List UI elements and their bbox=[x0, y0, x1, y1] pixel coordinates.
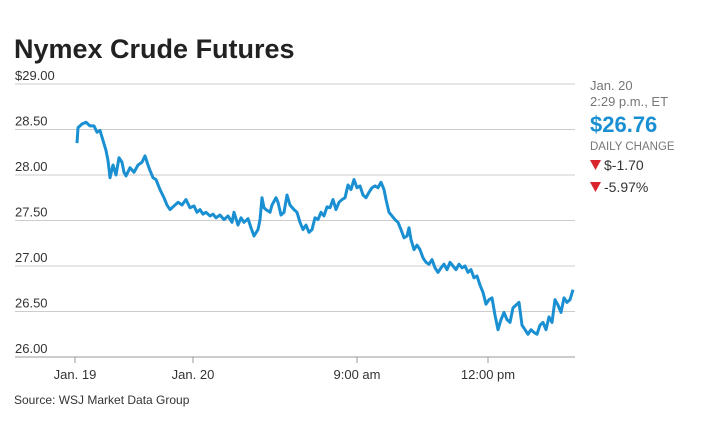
down-arrow bbox=[590, 182, 601, 192]
side-change: $-1.70 bbox=[604, 157, 644, 173]
side-time: 2:29 p.m., ET bbox=[590, 94, 668, 109]
side-date: Jan. 20 bbox=[590, 78, 633, 93]
x-tick-label: 12:00 pm bbox=[461, 367, 515, 382]
chart-title: Nymex Crude Futures bbox=[14, 34, 295, 64]
side-price: $26.76 bbox=[590, 112, 657, 137]
x-tick-label: Jan. 20 bbox=[172, 367, 215, 382]
price-line bbox=[75, 120, 575, 336]
y-tick-label: $29.00 bbox=[15, 68, 55, 83]
y-tick-label: 27.00 bbox=[15, 250, 48, 265]
side-change-pct: -5.97% bbox=[604, 179, 648, 195]
x-tick-label: Jan. 19 bbox=[54, 367, 97, 382]
y-tick-label: 28.50 bbox=[15, 114, 48, 129]
x-tick-label: 9:00 am bbox=[334, 367, 381, 382]
y-tick-label: 27.50 bbox=[15, 205, 48, 220]
side-change-label: DAILY CHANGE bbox=[590, 141, 675, 153]
y-tick-label: 28.00 bbox=[15, 159, 48, 174]
y-tick-label: 26.50 bbox=[15, 296, 48, 311]
down-arrow bbox=[590, 160, 601, 170]
y-tick-label: 26.00 bbox=[15, 341, 48, 356]
source: Source: WSJ Market Data Group bbox=[14, 393, 190, 407]
